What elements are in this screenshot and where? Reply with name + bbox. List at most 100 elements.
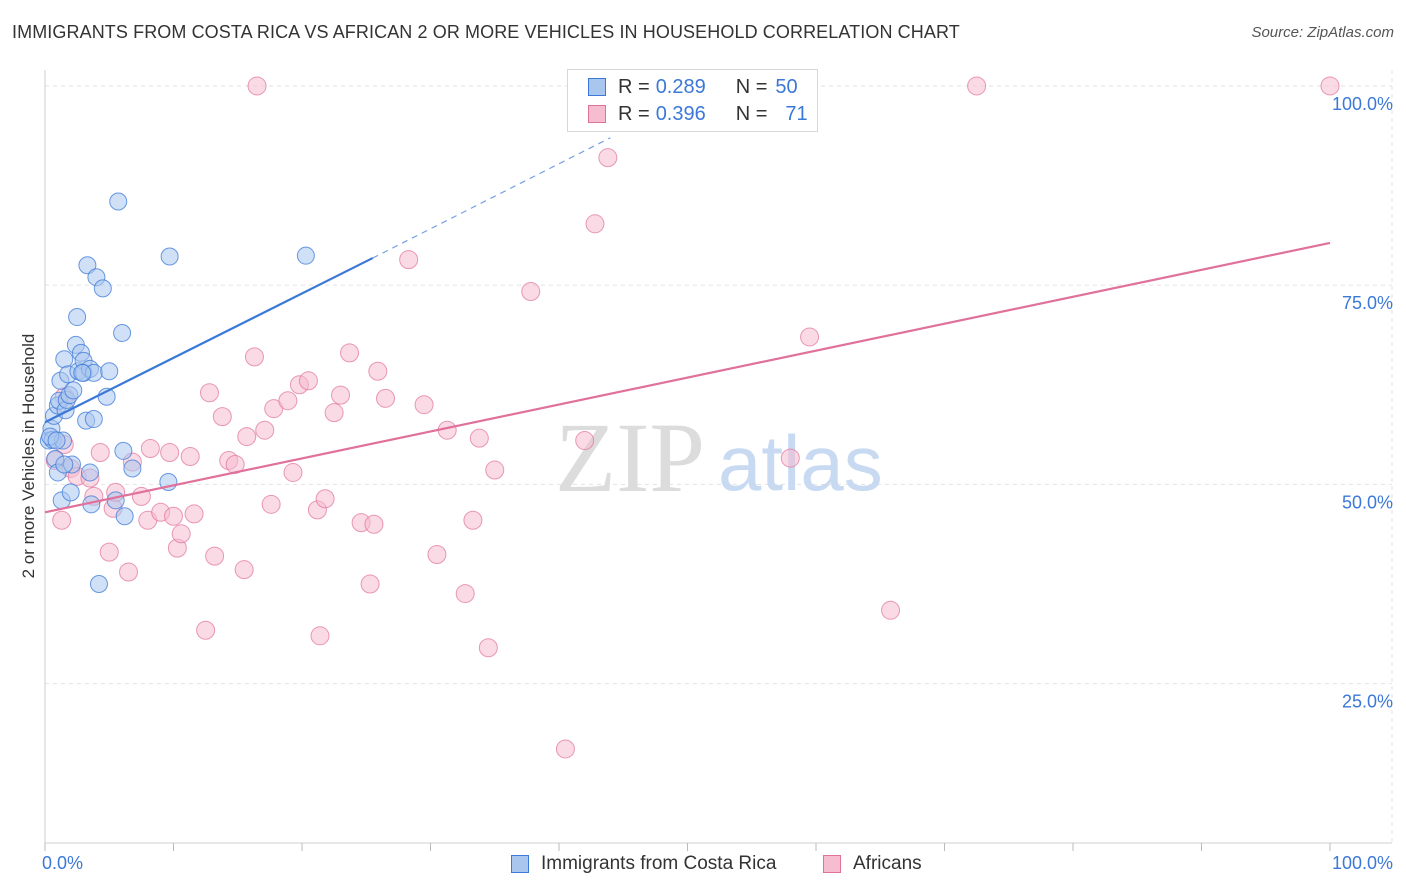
data-point-africans	[119, 562, 139, 582]
data-point-costa-rica	[61, 483, 80, 502]
data-point-africans	[160, 443, 180, 463]
data-point-costa-rica	[73, 363, 92, 382]
data-point-africans	[90, 443, 110, 463]
data-point-costa-rica	[109, 192, 128, 211]
legend-row-africans: R = 0.396 N = 71	[588, 101, 808, 127]
data-point-africans	[485, 460, 505, 480]
watermark-atlas: atlas	[718, 419, 883, 507]
bottom-legend-costa-rica[interactable]: Immigrants from Costa Rica	[511, 851, 776, 877]
legend-swatch-pink	[588, 105, 606, 123]
watermark-zip: ZIP	[555, 402, 705, 513]
data-point-africans	[340, 343, 360, 363]
data-point-africans	[555, 739, 575, 759]
data-point-costa-rica	[84, 410, 103, 429]
data-point-africans	[184, 504, 204, 524]
data-point-africans	[376, 388, 396, 408]
data-point-africans	[298, 371, 318, 391]
data-point-africans	[180, 447, 200, 466]
series-africans-points	[45, 76, 1340, 759]
data-point-africans	[196, 620, 216, 640]
data-point-africans	[164, 506, 183, 526]
data-point-costa-rica	[115, 507, 134, 526]
data-point-africans	[315, 489, 335, 509]
data-point-africans	[199, 383, 219, 403]
data-point-africans	[278, 391, 298, 411]
legend-row-costa-rica: R = 0.289 N = 50	[588, 74, 798, 100]
data-point-africans	[469, 428, 489, 448]
data-point-africans	[331, 385, 351, 405]
data-point-costa-rica	[93, 279, 112, 298]
data-point-africans	[598, 148, 618, 168]
data-point-africans	[575, 431, 595, 451]
data-point-costa-rica	[68, 308, 87, 327]
legend-r-label: R =	[618, 75, 650, 98]
x-tick-labels: 0.0% 100.0%	[42, 853, 1393, 873]
bottom-legend-africans[interactable]: Africans	[823, 851, 922, 877]
axes	[44, 70, 1392, 851]
data-point-africans	[881, 600, 901, 620]
data-point-africans	[310, 626, 330, 646]
y-tick-label: 50.0%	[1342, 492, 1393, 512]
data-point-africans	[455, 584, 475, 604]
data-point-costa-rica	[113, 323, 132, 342]
data-point-africans	[171, 524, 191, 544]
data-point-costa-rica	[100, 362, 119, 381]
data-point-costa-rica	[64, 381, 83, 400]
trend-line-costa-rica-extension	[372, 137, 611, 259]
legend-n-label: N =	[735, 102, 768, 125]
bottom-legend-label: Africans	[853, 853, 922, 874]
legend-r-label: R =	[618, 102, 650, 125]
trend-line-africans	[44, 241, 1331, 514]
data-point-africans	[205, 546, 225, 566]
data-point-africans	[427, 545, 447, 565]
gridlines	[45, 70, 1393, 843]
stats-legend: R = 0.289 N = 50 R = 0.396 N = 71	[567, 69, 818, 132]
x-tick-label-max: 100.0%	[1332, 853, 1393, 873]
data-point-africans	[478, 638, 498, 658]
data-point-costa-rica	[106, 491, 125, 510]
data-point-africans	[324, 403, 344, 423]
legend-n-value: 71	[785, 102, 808, 125]
data-point-africans	[255, 420, 275, 440]
trend-lines	[44, 137, 1331, 514]
y-tick-label: 25.0%	[1342, 692, 1393, 712]
legend-n-value: 50	[775, 75, 798, 98]
y-tick-label: 75.0%	[1342, 293, 1393, 313]
source-label: Source: ZipAtlas.com	[1251, 24, 1394, 41]
legend-swatch-blue	[588, 78, 606, 96]
data-point-africans	[234, 560, 254, 580]
chart-title: IMMIGRANTS FROM COSTA RICA VS AFRICAN 2 …	[12, 22, 960, 42]
bottom-legend-label: Immigrants from Costa Rica	[541, 853, 777, 874]
data-point-africans	[780, 448, 800, 468]
x-tick-label-min: 0.0%	[42, 853, 83, 873]
data-point-africans	[212, 407, 232, 427]
data-point-africans	[967, 76, 987, 96]
data-point-costa-rica	[55, 455, 74, 474]
trend-line-costa-rica	[44, 257, 374, 424]
data-point-africans	[399, 250, 419, 270]
y-tick-label: 100.0%	[1332, 94, 1393, 114]
data-point-africans	[414, 395, 434, 415]
data-point-costa-rica	[78, 256, 97, 275]
data-point-africans	[52, 510, 72, 530]
legend-n-label: N =	[735, 75, 768, 98]
data-point-africans	[521, 282, 541, 302]
legend-r-value: 0.396	[655, 102, 706, 125]
data-point-africans	[283, 462, 303, 482]
data-point-africans	[244, 347, 264, 367]
data-point-costa-rica	[114, 441, 133, 460]
legend-r-value: 0.289	[655, 75, 706, 98]
data-point-africans	[247, 76, 267, 96]
data-point-costa-rica	[55, 350, 74, 369]
data-point-costa-rica	[296, 246, 315, 265]
data-point-africans	[585, 214, 605, 234]
y-tick-labels: 25.0% 50.0% 75.0% 100.0%	[1332, 94, 1393, 712]
data-point-costa-rica	[123, 459, 142, 478]
data-point-africans	[463, 510, 483, 530]
data-point-africans	[800, 327, 820, 347]
data-point-africans	[364, 514, 384, 534]
data-point-africans	[1320, 76, 1340, 96]
data-point-africans	[360, 574, 380, 594]
data-point-costa-rica	[89, 575, 108, 594]
